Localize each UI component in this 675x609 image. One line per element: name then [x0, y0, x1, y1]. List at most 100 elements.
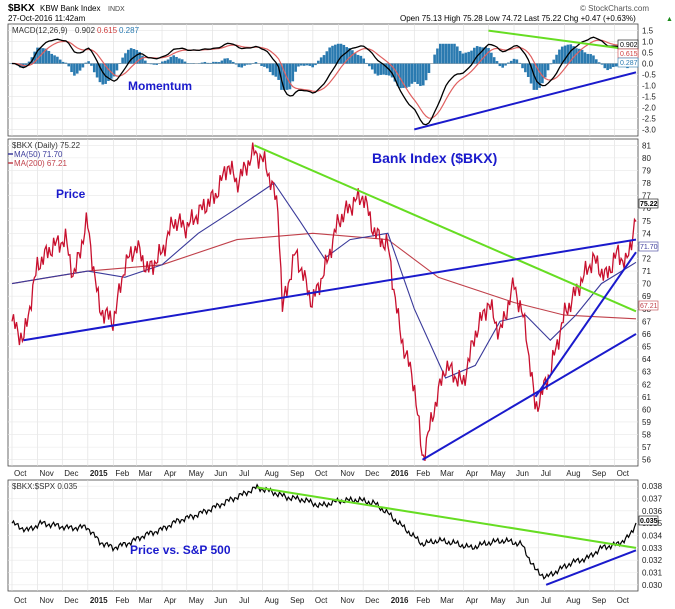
- ratio-y-tick: 0.030: [642, 581, 663, 590]
- price-y-tick: 70: [642, 280, 651, 289]
- histogram-bar: [370, 63, 374, 70]
- price-y-tick: 81: [642, 141, 651, 150]
- price-y-tick: 61: [642, 393, 651, 402]
- histogram-bar: [331, 45, 334, 64]
- histogram-bar: [515, 59, 519, 64]
- histogram-bar: [126, 49, 130, 64]
- ratio-last-box: [638, 515, 659, 526]
- macd-y-tick: 1.0: [642, 38, 654, 47]
- histogram-bar: [297, 63, 300, 67]
- price-y-tick: 77: [642, 192, 651, 201]
- price-y-tick: 76: [642, 204, 651, 213]
- macd-last-2: 0.615: [620, 51, 638, 58]
- up-arrow-icon: ▲: [666, 16, 673, 23]
- histogram-bar: [243, 63, 246, 66]
- histogram-bar: [234, 63, 238, 65]
- macd-histogram: [10, 43, 638, 90]
- macd-y-tick: 0.5: [642, 49, 654, 58]
- histogram-bar: [470, 50, 473, 64]
- histogram-bar: [614, 63, 618, 67]
- histogram-bar: [390, 63, 394, 78]
- x-tick-label: Feb: [416, 469, 430, 478]
- histogram-bar: [572, 46, 575, 64]
- histogram-bar: [492, 57, 496, 64]
- ratio-y-tick: 0.036: [642, 507, 663, 516]
- blue-trendline: [421, 333, 637, 461]
- histogram-bar: [200, 62, 204, 64]
- histogram-bar: [478, 46, 482, 64]
- x-tick-label: 2016: [391, 596, 409, 605]
- histogram-bar: [495, 61, 499, 64]
- price-y-tick: 74: [642, 229, 651, 238]
- price-y-tick: 57: [642, 443, 651, 452]
- histogram-bar: [61, 61, 65, 64]
- price-y-tick: 72: [642, 254, 651, 263]
- x-axis-main: Oct Nov Dec 2015 Feb Mar Apr May Jun Jul Aug Sep Oct…: [14, 469, 630, 478]
- histogram-bar: [577, 48, 581, 64]
- x-tick-label: Aug: [265, 596, 279, 605]
- histogram-bar: [135, 50, 139, 64]
- histogram-bar: [424, 63, 428, 81]
- histogram-bar: [183, 61, 187, 64]
- green-trendline: [253, 144, 637, 313]
- x-tick-label: Jun: [516, 469, 529, 478]
- price-y-tick: 67: [642, 317, 651, 326]
- histogram-bar: [220, 60, 224, 64]
- histogram-bar: [421, 63, 425, 86]
- x-tick-label: 2015: [90, 469, 108, 478]
- histogram-bar: [336, 43, 340, 64]
- price-y-tick: 59: [642, 418, 651, 427]
- macd-trendlines: [414, 29, 637, 131]
- x-tick-label: Mar: [440, 596, 454, 605]
- price-frame: [7, 138, 639, 467]
- price-y-tick: 63: [642, 368, 651, 377]
- histogram-bar: [75, 63, 79, 74]
- histogram-bar: [56, 56, 59, 64]
- histogram-bar: [379, 63, 383, 75]
- x-tick-label: Jul: [541, 469, 551, 478]
- histogram-bar: [246, 63, 249, 65]
- histogram-bar: [597, 62, 601, 64]
- histogram-bar: [226, 58, 229, 64]
- histogram-bar: [277, 63, 280, 80]
- histogram-bar: [58, 59, 62, 64]
- x-tick-label: Mar: [138, 596, 152, 605]
- macd-y-tick: -2.0: [642, 103, 656, 112]
- histogram-bar: [166, 59, 170, 64]
- histogram-bar: [487, 48, 490, 64]
- x-axis-bottom: Oct Nov Dec 2015 Feb Mar Apr May Jun Jul Aug Sep Oct…: [14, 596, 630, 605]
- histogram-bar: [345, 47, 348, 64]
- histogram-bar: [254, 62, 258, 64]
- histogram-bar: [518, 62, 522, 64]
- histogram-bar: [532, 63, 536, 90]
- histogram-bar: [609, 63, 612, 69]
- macd-y-tick: -1.5: [642, 92, 656, 101]
- macd-signal-line: [12, 39, 637, 119]
- histogram-bar: [288, 63, 292, 90]
- x-tick-label: Feb: [115, 596, 129, 605]
- histogram-bar: [328, 47, 331, 64]
- histogram-bar: [563, 45, 567, 64]
- x-tick-label: May: [189, 469, 204, 478]
- x-tick-label: Mar: [440, 469, 454, 478]
- histogram-bar: [67, 63, 71, 67]
- macd-y-tick: -1.0: [642, 81, 656, 90]
- macd-last-1: 0.902: [620, 42, 638, 49]
- price-last-labels: 75.22 71.70 67.21: [638, 198, 659, 311]
- histogram-bar: [41, 48, 45, 64]
- macd-y-tick: -0.5: [642, 71, 656, 80]
- price-y-tick: 75: [642, 217, 651, 226]
- histogram-bar: [144, 60, 147, 64]
- histogram-bar: [521, 63, 524, 69]
- histogram-bar: [87, 61, 90, 64]
- histogram-bar: [132, 49, 136, 64]
- histogram-bar: [376, 63, 380, 76]
- histogram-bar: [27, 61, 31, 64]
- histogram-bar: [311, 63, 314, 68]
- histogram-bar: [308, 63, 312, 66]
- x-tick-label: Dec: [365, 596, 379, 605]
- histogram-bar: [317, 60, 320, 64]
- histogram-bar: [543, 63, 547, 78]
- histogram-bar: [504, 63, 507, 66]
- histogram-bar: [64, 62, 68, 64]
